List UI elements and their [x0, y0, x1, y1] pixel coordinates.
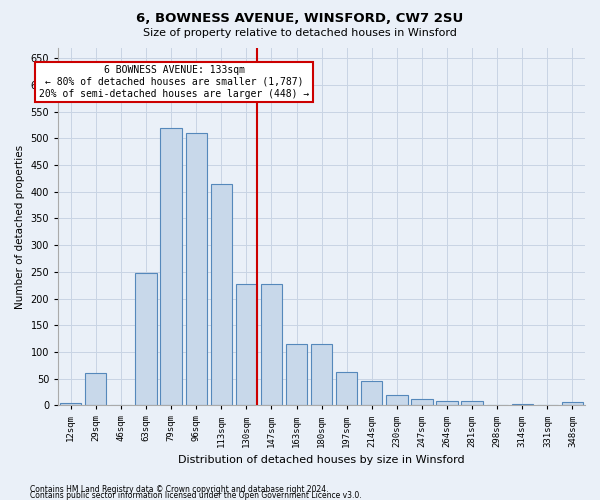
- Text: Contains public sector information licensed under the Open Government Licence v3: Contains public sector information licen…: [30, 490, 362, 500]
- Bar: [386, 394, 407, 406]
- Bar: [562, 402, 583, 406]
- Bar: [60, 402, 82, 406]
- Bar: [411, 399, 433, 406]
- Bar: [185, 133, 207, 406]
- Bar: [336, 372, 358, 406]
- Bar: [261, 284, 282, 406]
- Bar: [236, 284, 257, 406]
- Text: 6, BOWNESS AVENUE, WINSFORD, CW7 2SU: 6, BOWNESS AVENUE, WINSFORD, CW7 2SU: [136, 12, 464, 26]
- Bar: [211, 184, 232, 406]
- Bar: [361, 382, 382, 406]
- Bar: [311, 344, 332, 406]
- Bar: [160, 128, 182, 406]
- Bar: [512, 404, 533, 406]
- Bar: [85, 374, 106, 406]
- Text: Size of property relative to detached houses in Winsford: Size of property relative to detached ho…: [143, 28, 457, 38]
- Y-axis label: Number of detached properties: Number of detached properties: [15, 144, 25, 308]
- Bar: [461, 401, 483, 406]
- Bar: [136, 273, 157, 406]
- Text: Contains HM Land Registry data © Crown copyright and database right 2024.: Contains HM Land Registry data © Crown c…: [30, 484, 329, 494]
- Text: 6 BOWNESS AVENUE: 133sqm
← 80% of detached houses are smaller (1,787)
20% of sem: 6 BOWNESS AVENUE: 133sqm ← 80% of detach…: [39, 66, 309, 98]
- Bar: [436, 401, 458, 406]
- Bar: [286, 344, 307, 406]
- X-axis label: Distribution of detached houses by size in Winsford: Distribution of detached houses by size …: [178, 455, 465, 465]
